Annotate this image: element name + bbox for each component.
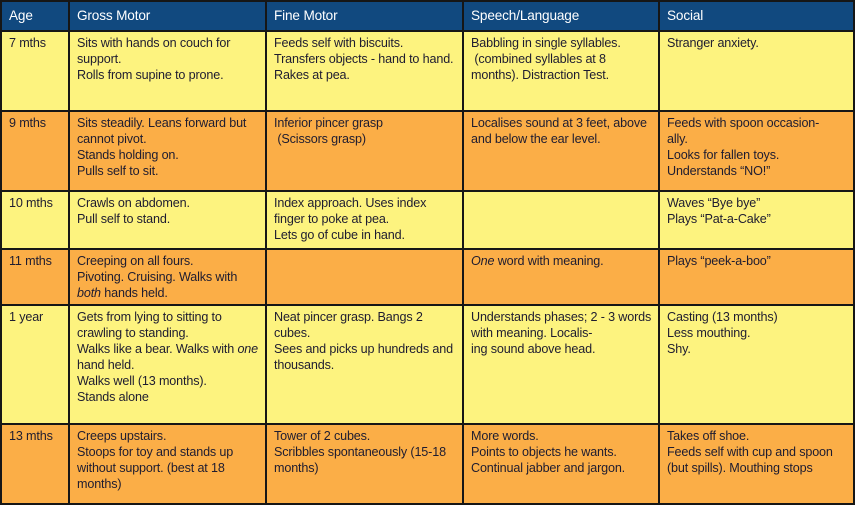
speech-language-cell: One word with meaning. bbox=[462, 248, 660, 306]
fine-motor-cell bbox=[265, 248, 464, 306]
age-cell: 11 mths bbox=[0, 248, 70, 306]
gross-motor-cell: Sits with hands on couch for support. Ro… bbox=[68, 30, 267, 112]
speech-language-cell: Localises sound at 3 feet, above and bel… bbox=[462, 110, 660, 192]
social-cell: Feeds with spoon occasion- ally. Looks f… bbox=[658, 110, 855, 192]
column-header-fine-motor: Fine Motor bbox=[265, 0, 464, 32]
social-cell: Waves “Bye bye” Plays “Pat-a-Cake” bbox=[658, 190, 855, 250]
speech-language-cell: More words. Points to objects he wants. … bbox=[462, 423, 660, 505]
header-row: Age Gross Motor Fine Motor Speech/Langua… bbox=[0, 0, 855, 32]
column-header-speech-language: Speech/Language bbox=[462, 0, 660, 32]
gross-motor-cell: Crawls on abdomen. Pull self to stand. bbox=[68, 190, 267, 250]
social-cell: Stranger anxiety. bbox=[658, 30, 855, 112]
age-cell: 10 mths bbox=[0, 190, 70, 250]
age-cell: 9 mths bbox=[0, 110, 70, 192]
fine-motor-cell: Tower of 2 cubes. Scribbles spontaneousl… bbox=[265, 423, 464, 505]
gross-motor-cell: Creeps upstairs. Stoops for toy and stan… bbox=[68, 423, 267, 505]
milestones-table: Age Gross Motor Fine Motor Speech/Langua… bbox=[0, 0, 855, 505]
column-header-age: Age bbox=[0, 0, 70, 32]
speech-language-cell: Babbling in single syllables. (combined … bbox=[462, 30, 660, 112]
gross-motor-cell: Creeping on all fours. Pivoting. Cruisin… bbox=[68, 248, 267, 306]
social-cell: Plays “peek-a-boo” bbox=[658, 248, 855, 306]
age-cell: 1 year bbox=[0, 304, 70, 425]
column-header-social: Social bbox=[658, 0, 855, 32]
column-header-gross-motor: Gross Motor bbox=[68, 0, 267, 32]
table-row: 7 mths Sits with hands on couch for supp… bbox=[0, 30, 855, 112]
speech-language-cell bbox=[462, 190, 660, 250]
fine-motor-cell: Inferior pincer grasp (Scissors grasp) bbox=[265, 110, 464, 192]
table-row: 13 mths Creeps upstairs. Stoops for toy … bbox=[0, 423, 855, 505]
fine-motor-cell: Feeds self with biscuits. Transfers obje… bbox=[265, 30, 464, 112]
social-cell: Casting (13 months) Less mouthing. Shy. bbox=[658, 304, 855, 425]
table-row: 10 mths Crawls on abdomen. Pull self to … bbox=[0, 190, 855, 250]
age-cell: 13 mths bbox=[0, 423, 70, 505]
gross-motor-cell: Sits steadily. Leans forward but cannot … bbox=[68, 110, 267, 192]
table-row: 9 mths Sits steadily. Leans forward but … bbox=[0, 110, 855, 192]
social-cell: Takes off shoe. Feeds self with cup and … bbox=[658, 423, 855, 505]
table-row: 1 year Gets from lying to sitting to cra… bbox=[0, 304, 855, 425]
speech-language-cell: Understands phases; 2 - 3 words with mea… bbox=[462, 304, 660, 425]
table-row: 11 mths Creeping on all fours. Pivoting.… bbox=[0, 248, 855, 306]
age-cell: 7 mths bbox=[0, 30, 70, 112]
fine-motor-cell: Neat pincer grasp. Bangs 2 cubes. Sees a… bbox=[265, 304, 464, 425]
gross-motor-cell: Gets from lying to sitting to crawling t… bbox=[68, 304, 267, 425]
fine-motor-cell: Index approach. Uses index finger to pok… bbox=[265, 190, 464, 250]
